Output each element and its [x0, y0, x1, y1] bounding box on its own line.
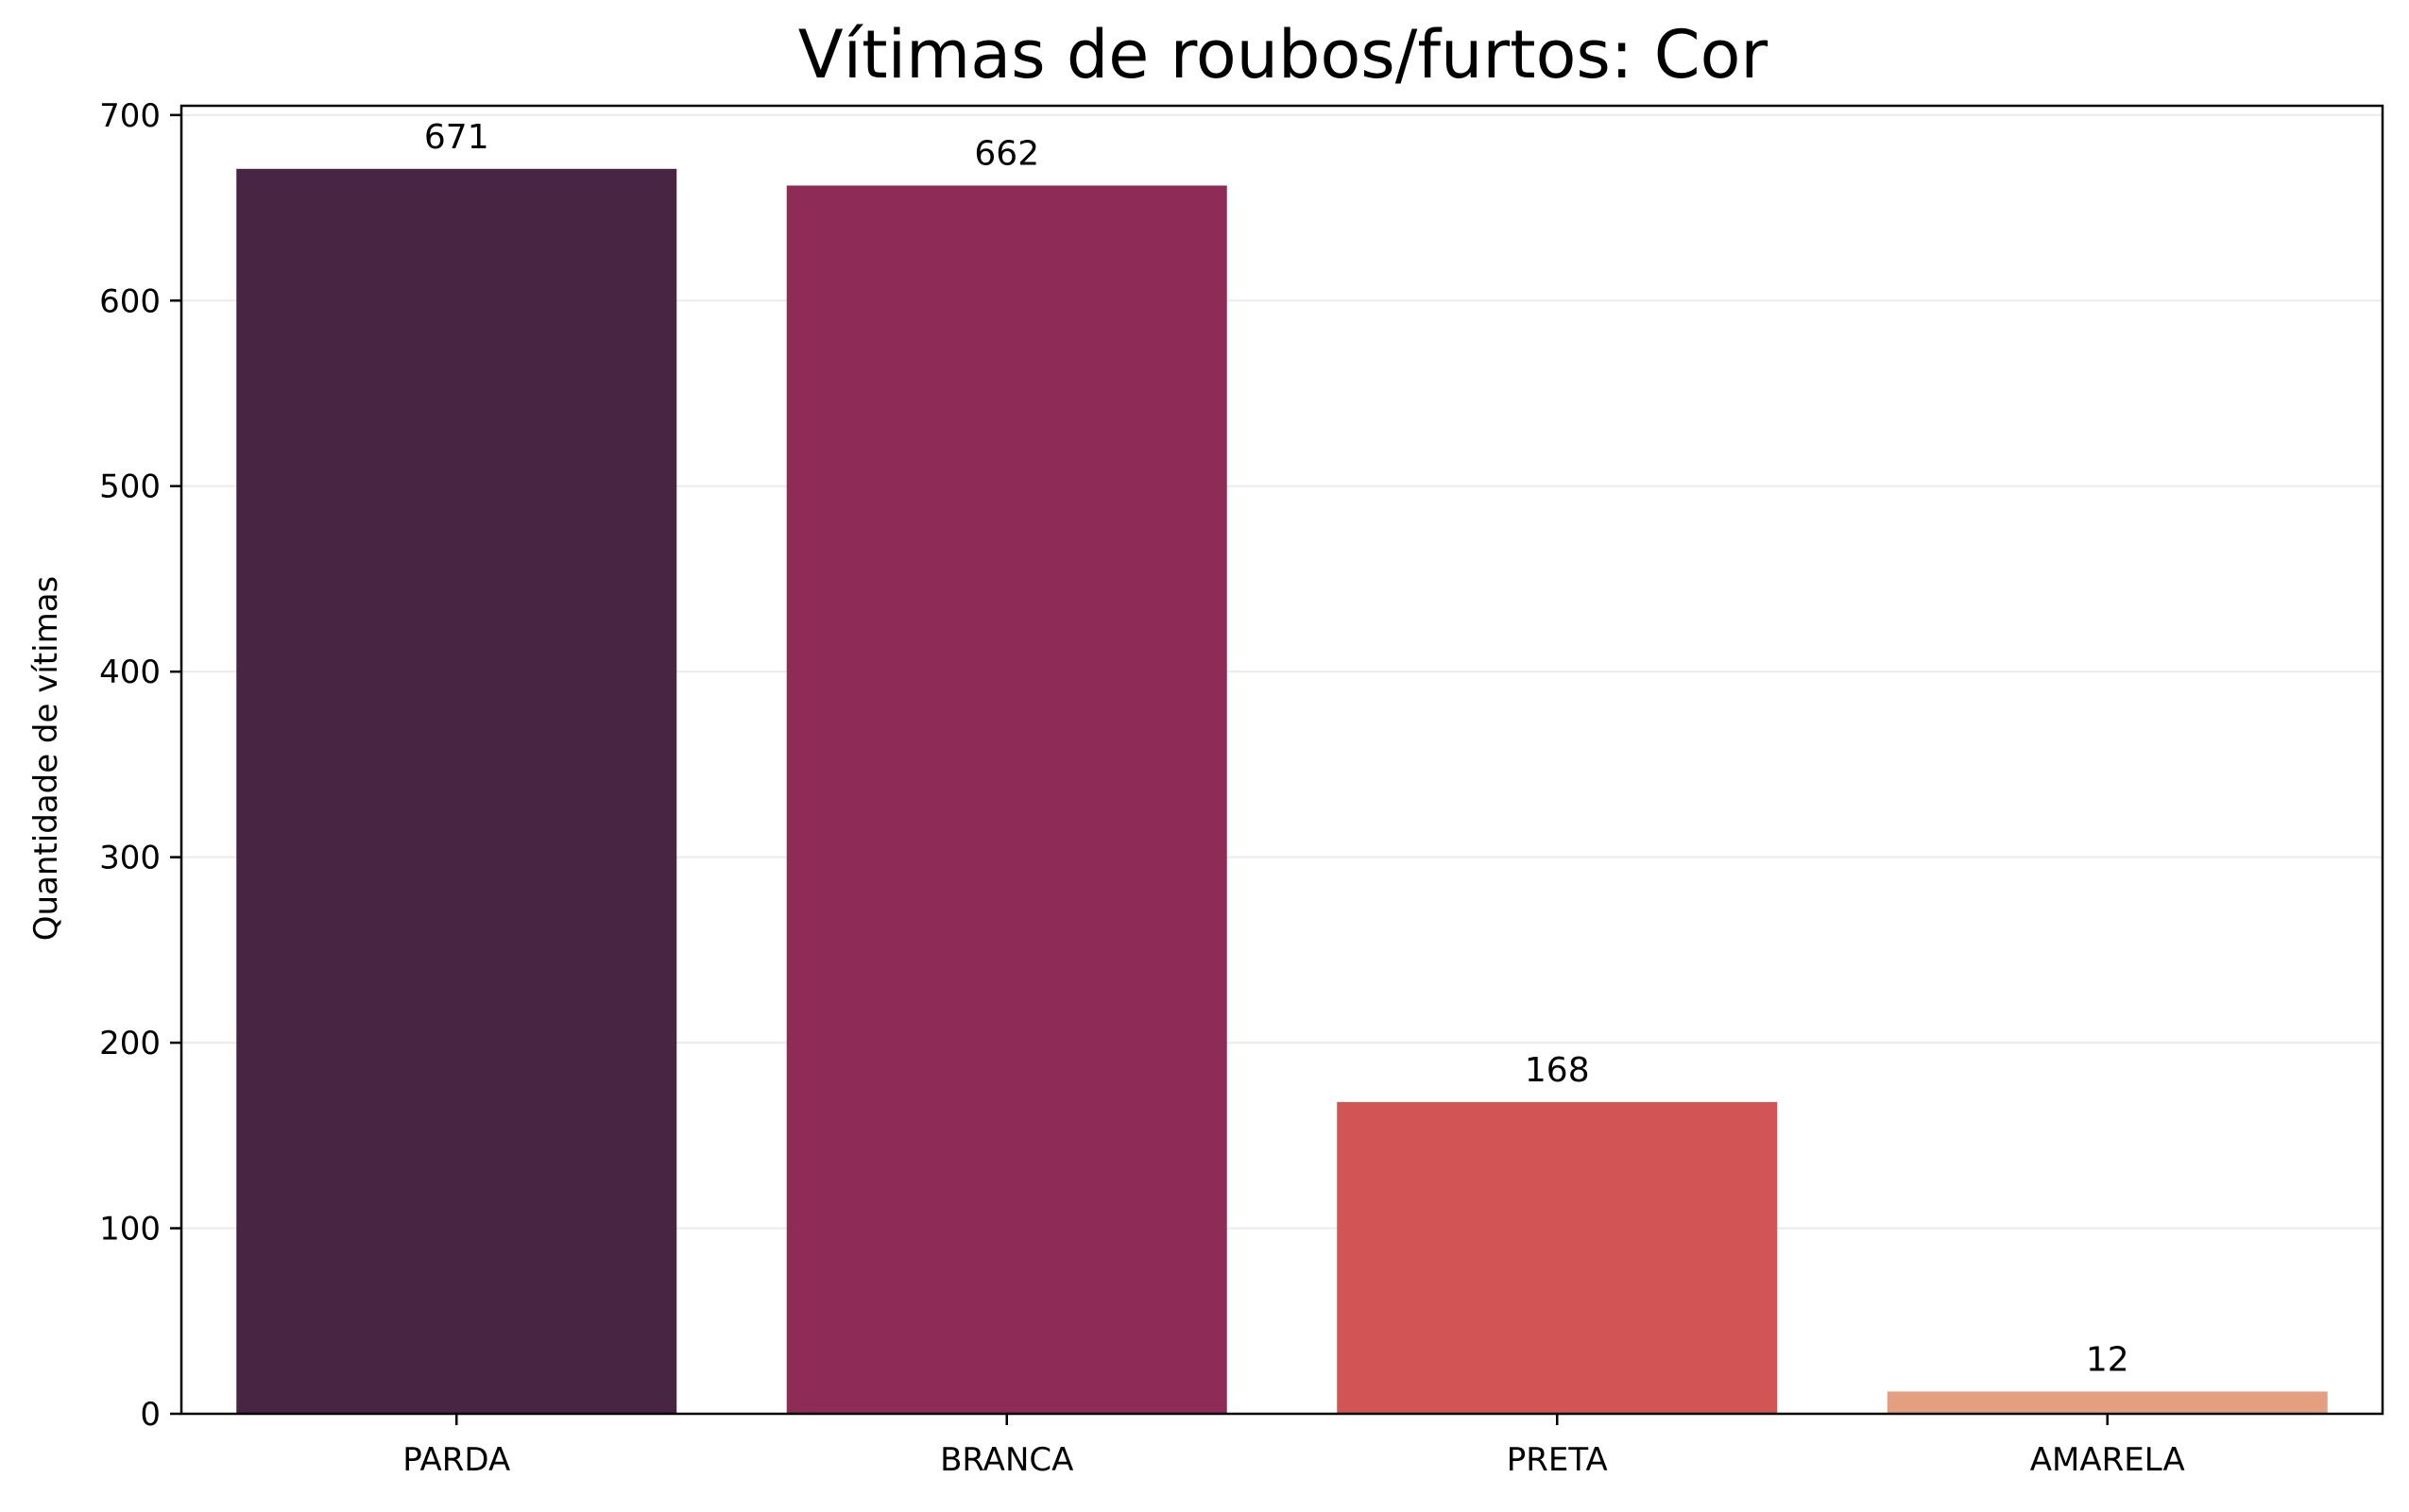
data-label-preta: 168 [1525, 1051, 1590, 1090]
data-label-amarela: 12 [2086, 1340, 2129, 1379]
bar-branca [786, 185, 1227, 1414]
x-tick-label-parda: PARDA [402, 1441, 510, 1479]
bar-preta [1337, 1101, 1778, 1414]
bars [236, 168, 2328, 1415]
data-labels: 671 662 168 12 [424, 118, 2129, 1380]
y-axis-title: Quantidade de vítimas [27, 576, 65, 942]
y-tick-label: 600 [99, 282, 161, 320]
data-label-parda: 671 [424, 118, 489, 157]
y-tick-label: 700 [99, 97, 161, 135]
plot-frame [179, 104, 2384, 1416]
bar-parda [236, 168, 677, 1415]
data-label-branca: 662 [974, 134, 1039, 173]
x-tick-label-branca: BRANCA [940, 1441, 1073, 1479]
x-tick-label-preta: PRETA [1507, 1441, 1608, 1479]
bar-amarela [1887, 1391, 2328, 1414]
y-tick-label: 200 [99, 1025, 161, 1062]
y-tick-label: 0 [140, 1396, 161, 1434]
x-axis-ticks: PARDA BRANCA PRETA AMARELA [402, 1414, 2185, 1479]
y-tick-label: 100 [99, 1211, 161, 1249]
y-axis-ticks: 0 100 200 300 400 500 600 700 [99, 97, 181, 1434]
y-tick-label: 500 [99, 468, 161, 506]
y-tick-label: 400 [99, 654, 161, 691]
x-tick-label-amarela: AMARELA [2030, 1441, 2185, 1479]
y-tick-label: 300 [99, 840, 161, 877]
chart-title: Vítimas de roubos/furtos: Cor [798, 16, 1768, 93]
